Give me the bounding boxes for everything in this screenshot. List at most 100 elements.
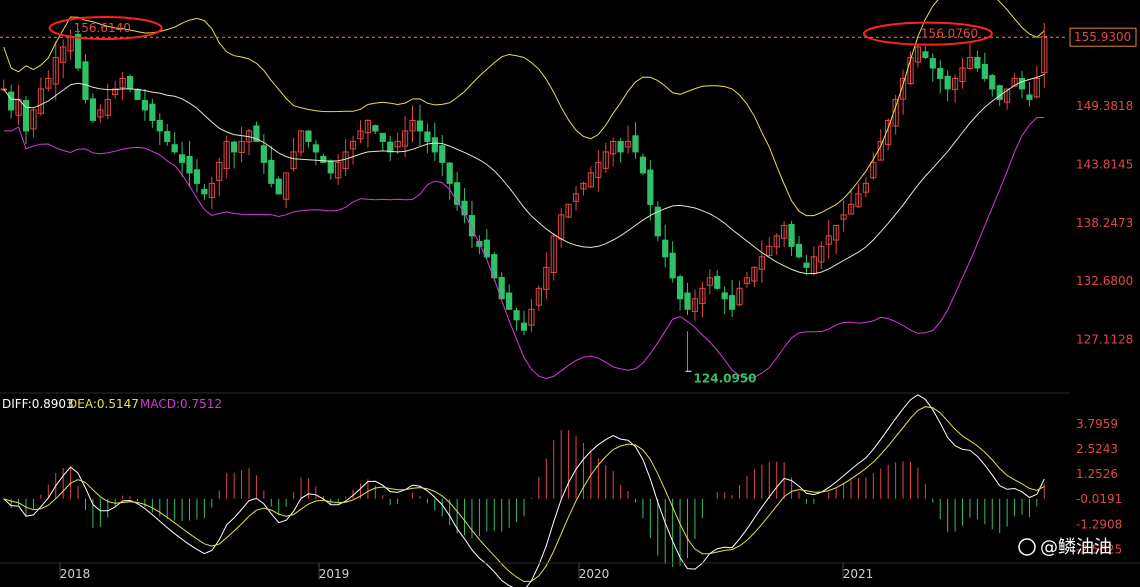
candle-body (520, 322, 528, 331)
candle-body (231, 141, 238, 153)
candle-body (535, 287, 542, 306)
candle-body (1011, 77, 1018, 87)
macd-tick-label: -0.0191 (1076, 492, 1122, 506)
candle-body (892, 98, 899, 127)
candle-body (602, 151, 609, 169)
candle-body (320, 155, 327, 163)
macd-tick-label: 1.2526 (1076, 467, 1118, 481)
candle-body (327, 160, 334, 174)
candle-body (833, 224, 840, 241)
candle-body (104, 98, 111, 116)
candle-body (595, 161, 602, 179)
candle-body (468, 215, 476, 237)
candle-body (409, 119, 416, 132)
macd-tick-label: 2.5243 (1076, 442, 1118, 456)
candle-body (335, 161, 342, 179)
legend-dea: DEA:0.5147 (68, 397, 139, 411)
candle-body (74, 33, 82, 69)
candle-body (513, 310, 520, 321)
bollinger-upper-line (3, 0, 1045, 217)
candle-body (349, 140, 357, 150)
candle-body (216, 161, 223, 181)
candle-body (691, 298, 699, 312)
candle-body (112, 88, 119, 96)
candle-body (439, 145, 446, 163)
candle-body (751, 266, 758, 282)
candle-body (312, 144, 319, 153)
price-tick-label: 143.8145 (1076, 157, 1133, 171)
candle-body (543, 266, 550, 290)
candle-body (914, 46, 922, 63)
candle-body (981, 63, 988, 79)
price-tick-label: 132.6800 (1076, 274, 1133, 288)
candle-body (944, 75, 951, 90)
candle-body (498, 276, 505, 300)
candle-body (862, 182, 870, 193)
candle-body (238, 140, 245, 153)
candle-body (840, 214, 847, 220)
candle-body (260, 145, 267, 163)
candle-body (654, 206, 661, 237)
candle-body (268, 159, 275, 184)
candle-body (223, 140, 230, 170)
price-panel: 155.9300 156.6140 156.0760 124.0950 (0, 0, 1137, 385)
candle-body (52, 56, 59, 85)
candle-body (550, 235, 557, 274)
candle-body (89, 98, 97, 121)
candle-body (1018, 77, 1026, 90)
macd-tick-label: -1.2908 (1076, 517, 1122, 531)
x-tick-label: 2021 (843, 567, 874, 581)
candle-body (870, 161, 877, 179)
candle-body (171, 144, 178, 153)
candle-body (45, 77, 52, 89)
candle-body (818, 245, 825, 263)
x-tick-label: 2018 (60, 567, 91, 581)
candle-body (297, 130, 305, 153)
candle-body (506, 292, 513, 310)
macd-tick-label: 3.7959 (1076, 417, 1118, 431)
candle-body (899, 77, 907, 100)
candle-body (305, 130, 312, 142)
candle-body (379, 132, 386, 142)
price-tick-label: 138.2473 (1076, 216, 1133, 230)
candle-body (37, 88, 44, 114)
candle-body (483, 239, 490, 258)
candle-body (141, 100, 149, 111)
candle-body (119, 77, 126, 89)
candle-body (394, 140, 401, 148)
candle-body (253, 125, 260, 142)
candle-body (885, 119, 892, 146)
y-axis: 149.3818 143.8145 138.2473 132.6800 127.1128… (1076, 99, 1133, 556)
candle-body (8, 91, 15, 111)
candle-body (684, 292, 691, 310)
candle-body (907, 56, 914, 85)
low-label: 124.0950 (694, 371, 757, 385)
last-price-label: 155.9300 (1074, 30, 1131, 44)
candle-body (624, 140, 632, 148)
macd-tick-label: -2.5625 (1076, 542, 1122, 556)
candle-body (966, 56, 974, 69)
x-tick-label: 2020 (579, 567, 610, 581)
candle-body (193, 169, 201, 184)
x-tick-label: 2019 (319, 567, 350, 581)
candle-body (729, 295, 736, 310)
candle-body (387, 141, 394, 153)
candle-body (996, 85, 1003, 100)
macd-panel (3, 394, 1045, 587)
candle-body (788, 223, 795, 247)
candle-body (454, 182, 461, 205)
candle-body (60, 46, 67, 63)
candle-body (587, 172, 594, 188)
candle-body (669, 252, 676, 279)
candle-body (676, 276, 684, 300)
high-left-ring (48, 16, 163, 41)
price-tick-label: 127.1128 (1076, 333, 1133, 347)
candle-body (647, 169, 654, 205)
candle-body (283, 172, 290, 200)
candle-body (364, 119, 372, 134)
bollinger-mid-line (3, 73, 1045, 275)
candle-body (803, 262, 810, 268)
candle-body (610, 140, 617, 155)
candle-body (699, 287, 706, 305)
candle-body (721, 292, 728, 300)
